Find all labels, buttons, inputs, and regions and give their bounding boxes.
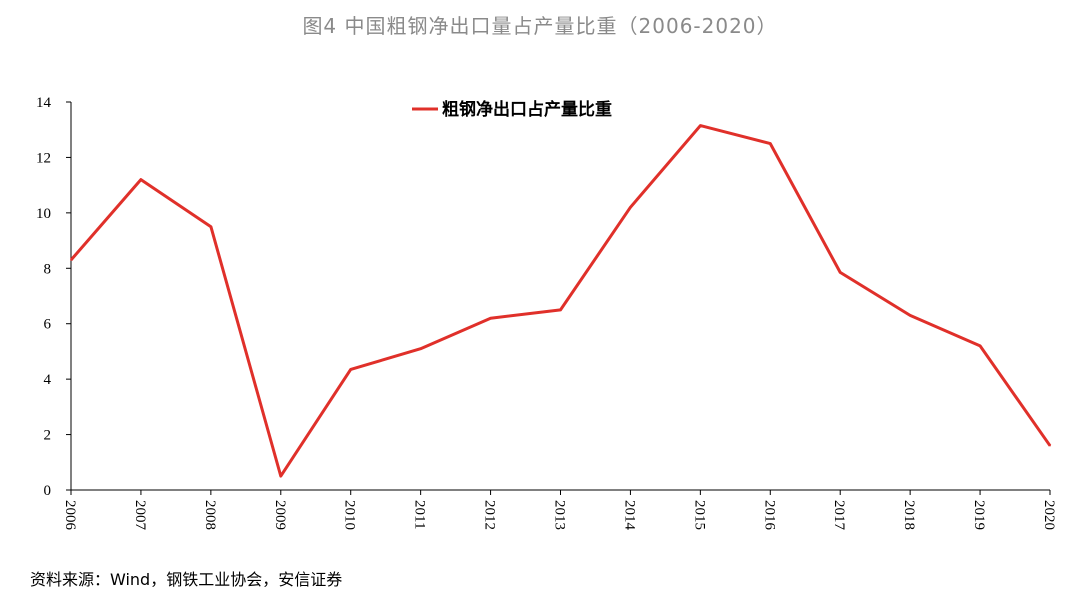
data-point [279,475,282,477]
chart-title: 图4 中国粗钢净出口量占产量比重（2006-2020） [302,14,778,38]
data-point [769,142,772,145]
data-point [140,178,142,181]
y-axis: 0 2 4 6 8 10 12 14 [36,95,72,499]
data-point [839,271,842,274]
data-point [909,314,911,317]
data-point [70,259,72,261]
data-point [699,124,702,127]
data-point [559,309,562,311]
legend-label: 粗钢净出口占产量比重 [442,99,612,120]
x-tick-label: 2020 [1041,500,1057,530]
line-chart: 0 2 4 6 8 10 12 14 2006 2007 2008 2009 2010 2011 2012… [36,95,1057,531]
x-tick-label: 2009 [272,500,288,530]
x-tick-label: 2016 [761,500,777,531]
data-point [489,317,492,319]
series-line [69,124,1052,478]
y-tick-label: 12 [36,150,51,166]
series-layer [69,124,1052,478]
x-tick-label: 2015 [691,500,707,530]
x-tick-label: 2014 [621,500,637,531]
data-point [629,206,632,209]
x-tick-label: 2012 [482,500,498,530]
y-tick-label: 6 [44,317,52,333]
y-tick-label: 14 [36,95,52,111]
data-point [210,225,212,228]
y-tick-label: 2 [44,428,52,444]
x-tick-label: 2007 [132,500,148,531]
data-point [419,347,422,350]
x-tick-label: 2017 [831,500,847,531]
data-point [1049,444,1051,447]
legend: 粗钢净出口占产量比重 [412,99,612,120]
y-tick-label: 10 [36,206,51,222]
x-tick-label: 2013 [552,500,568,530]
x-tick-label: 2019 [971,500,987,530]
y-tick-label: 8 [44,261,52,277]
x-tick-label: 2010 [342,500,358,530]
x-tick-label: 2018 [901,500,917,530]
x-tick-label: 2006 [62,500,78,531]
data-point [349,368,352,371]
x-axis: 2006 2007 2008 2009 2010 2011 2012 2013 2014 2015… [62,489,1057,531]
y-tick-label: 4 [44,372,52,388]
data-point [979,345,981,347]
y-tick-label: 0 [44,483,52,499]
x-tick-label: 2011 [412,500,428,529]
source-note: 资料来源：Wind，钢铁工业协会，安信证券 [30,570,343,589]
x-tick-label: 2008 [202,500,218,530]
